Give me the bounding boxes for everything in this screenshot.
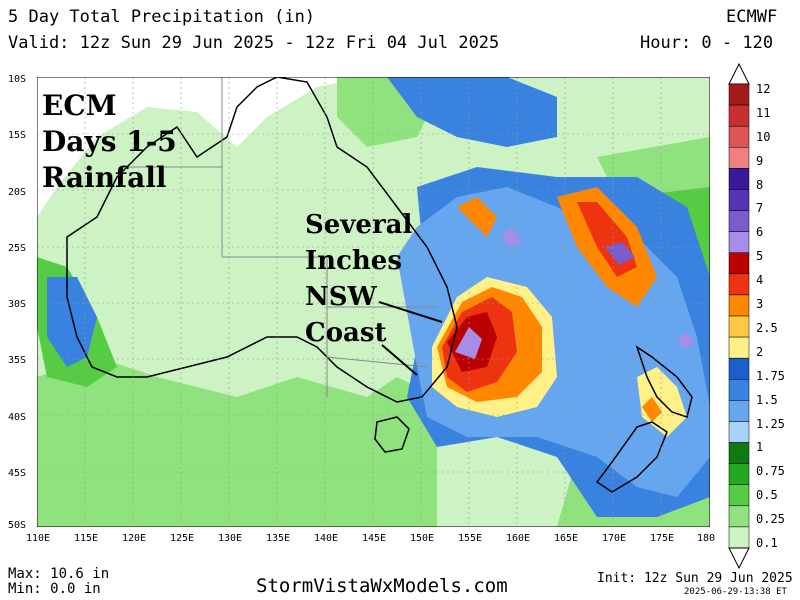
- timestamp: 2025-06-29-13:38 ET: [684, 587, 787, 597]
- colorbar-swatch: [728, 315, 750, 338]
- annotation-arrow-2: [381, 344, 418, 376]
- heavy-rain-ne-purple: [605, 242, 635, 265]
- colorbar-level-label: 2.5: [756, 320, 778, 335]
- state-borders: [127, 77, 437, 397]
- colorbar-level-label: 7: [756, 201, 764, 216]
- colorbar-level-label: 2: [756, 344, 764, 359]
- heavy-rain-n-orange: [457, 197, 497, 237]
- colorbar-bottom-arrow: [728, 547, 750, 570]
- lon-label: 145E: [361, 533, 387, 544]
- colorbar-swatch: [728, 294, 750, 317]
- colorbar-level-label: 1: [756, 440, 764, 455]
- colorbar-swatch: [728, 442, 750, 464]
- colorbar-swatch: [728, 273, 750, 296]
- lat-label: 25S: [8, 243, 27, 254]
- colorbar-level-label: 1.75: [756, 368, 785, 383]
- lon-label: 140E: [313, 533, 339, 544]
- annotation-arrow-1: [378, 301, 443, 323]
- colorbar-level-label: 0.5: [756, 488, 778, 503]
- colorbar-swatch: [728, 104, 750, 127]
- tasmania-coastline: [374, 416, 410, 453]
- lat-label: 10S: [8, 74, 27, 85]
- colorbar-swatch: [728, 231, 750, 253]
- model-name: ECMWF: [726, 7, 778, 27]
- valid-period: Valid: 12z Sun 29 Jun 2025 - 12z Fri 04 …: [8, 33, 500, 53]
- colorbar-level-label: 3: [756, 297, 764, 312]
- blue-west: [47, 277, 97, 367]
- init-time: Init: 12z Sun 29 Jun 2025: [597, 571, 793, 586]
- colorbar-swatch: [728, 189, 750, 211]
- colorbar-swatch: [728, 421, 750, 443]
- colorbar-swatch: [728, 336, 750, 359]
- colorbar-swatch: [728, 83, 750, 106]
- colorbar-swatch: [728, 505, 750, 528]
- lat-label: 40S: [8, 412, 27, 423]
- nz-rain-purple: [677, 332, 695, 349]
- lat-label: 50S: [8, 520, 27, 531]
- nz-rain-orange: [642, 397, 662, 422]
- forecast-hours: Hour: 0 - 120: [640, 33, 774, 53]
- colorbar-swatch: [728, 357, 750, 380]
- colorbar-level-label: 9: [756, 153, 764, 168]
- lat-label: 15S: [8, 130, 27, 141]
- colorbar-top-arrow: [728, 62, 750, 85]
- annotation-ecm-rainfall: ECM Days 1-5 Rainfall: [42, 89, 177, 194]
- lat-label: 35S: [8, 355, 27, 366]
- lon-label: 175E: [649, 533, 675, 544]
- colorbar-level-label: 0.75: [756, 464, 785, 479]
- colorbar-swatch: [728, 526, 750, 549]
- lon-label: 120E: [121, 533, 147, 544]
- colorbar-swatch: [728, 147, 750, 169]
- colorbar-level-label: 1.5: [756, 392, 778, 407]
- colorbar-level-label: 12: [756, 82, 771, 96]
- lat-label: 45S: [8, 468, 27, 479]
- annotation-nsw-coast: Several Inches NSW Coast: [305, 210, 413, 348]
- lon-label: 125E: [169, 533, 195, 544]
- colorbar-swatch: [728, 400, 750, 422]
- colorbar-level-label: 0.1: [756, 536, 778, 550]
- colorbar-swatch: [728, 379, 750, 401]
- colorbar: [728, 62, 750, 570]
- site-name[interactable]: StormVistaWxModels.com: [256, 575, 508, 597]
- blue-band-north: [387, 77, 557, 147]
- min-value: Min: 0.0 in: [8, 581, 101, 597]
- colorbar-level-label: 5: [756, 249, 764, 264]
- lon-label: 165E: [553, 533, 579, 544]
- lon-label: 160E: [505, 533, 531, 544]
- precipitation-map: [37, 77, 710, 527]
- colorbar-level-label: 0.25: [756, 512, 785, 527]
- colorbar-swatch: [728, 168, 750, 190]
- green-field-south: [37, 357, 437, 527]
- max-value: Max: 10.6 in: [8, 566, 110, 582]
- heavy-rain-nsw-purple: [455, 327, 482, 359]
- lat-label: 30S: [8, 299, 27, 310]
- nz-south-coastline: [595, 421, 668, 493]
- lon-label: 130E: [217, 533, 243, 544]
- colorbar-swatch: [728, 125, 750, 148]
- australia-coastline: [66, 77, 458, 403]
- colorbar-level-label: 6: [756, 225, 764, 240]
- graticule: [37, 77, 710, 527]
- colorbar-level-label: 8: [756, 177, 764, 192]
- colorbar-swatch: [728, 210, 750, 232]
- lon-label: 180: [696, 533, 716, 544]
- colorbar-level-label: 4: [756, 273, 764, 288]
- colorbar-swatch: [728, 252, 750, 275]
- lat-label: 20S: [8, 187, 27, 198]
- map-title: 5 Day Total Precipitation (in): [8, 7, 316, 27]
- colorbar-level-label: 1.25: [756, 416, 785, 431]
- colorbar-swatch: [728, 463, 750, 485]
- lon-label: 135E: [265, 533, 291, 544]
- lon-label: 150E: [409, 533, 435, 544]
- lon-label: 110E: [25, 533, 51, 544]
- lon-label: 155E: [457, 533, 483, 544]
- colorbar-swatch: [728, 484, 750, 507]
- colorbar-level-label: 11: [756, 105, 771, 120]
- lon-label: 170E: [601, 533, 627, 544]
- nz-north-coastline: [635, 345, 693, 418]
- colorbar-level-label: 10: [756, 129, 771, 144]
- lon-label: 115E: [73, 533, 99, 544]
